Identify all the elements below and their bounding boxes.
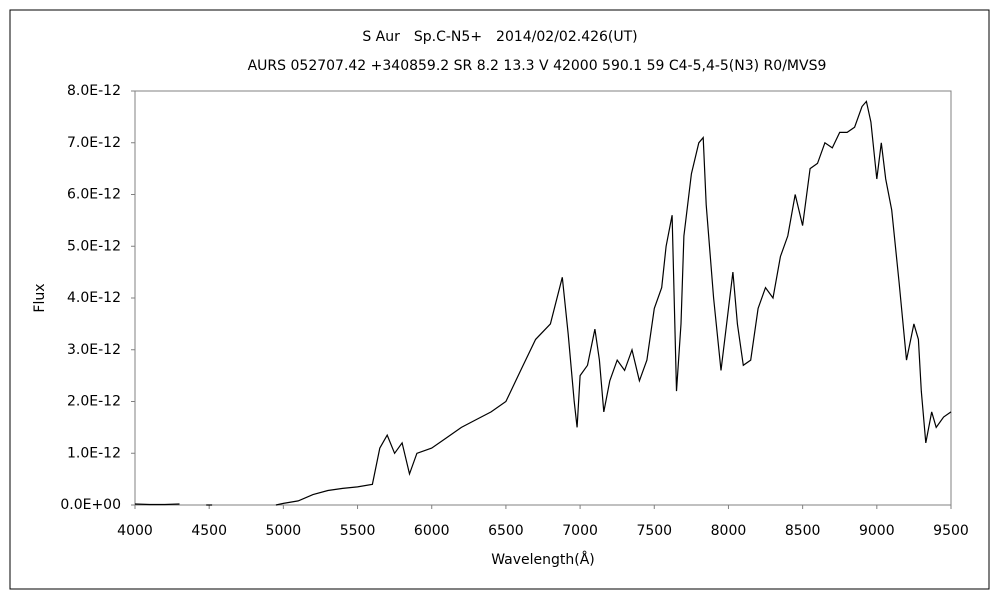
x-tick-label: 8000 — [711, 523, 747, 539]
x-tick-label: 7500 — [636, 523, 672, 539]
chart-subtitle: AURS 052707.42 +340859.2 SR 8.2 13.3 V 4… — [248, 58, 827, 74]
y-tick-label: 8.0E-12 — [67, 83, 121, 99]
y-tick-label: 0.0E+00 — [60, 497, 121, 513]
y-tick-label: 6.0E-12 — [67, 187, 121, 203]
y-tick-label: 3.0E-12 — [67, 342, 121, 358]
y-tick-label: 2.0E-12 — [67, 394, 121, 410]
x-tick-label: 8500 — [785, 523, 821, 539]
x-tick-label: 6500 — [488, 523, 524, 539]
x-tick-label: 4500 — [191, 523, 227, 539]
y-tick-label: 1.0E-12 — [67, 445, 121, 461]
x-tick-label: 7000 — [562, 523, 598, 539]
spectrum-line — [134, 100, 952, 506]
x-tick-label: 9500 — [933, 523, 969, 539]
x-axis-label: Wavelength(Å) — [491, 551, 595, 568]
x-tick-label: 5500 — [340, 523, 376, 539]
y-tick-label: 7.0E-12 — [67, 135, 121, 151]
x-tick-label: 5000 — [266, 523, 302, 539]
x-tick-label: 6000 — [414, 523, 450, 539]
y-tick-label: 4.0E-12 — [67, 290, 121, 306]
plot-area — [134, 90, 952, 506]
y-tick-label: 5.0E-12 — [67, 238, 121, 254]
x-tick-label: 9000 — [859, 523, 895, 539]
x-tick-label: 4000 — [117, 523, 153, 539]
y-axis-label: Flux — [32, 283, 48, 312]
chart-title: S Aur Sp.C-N5+ 2014/02/02.426(UT) — [362, 29, 637, 45]
